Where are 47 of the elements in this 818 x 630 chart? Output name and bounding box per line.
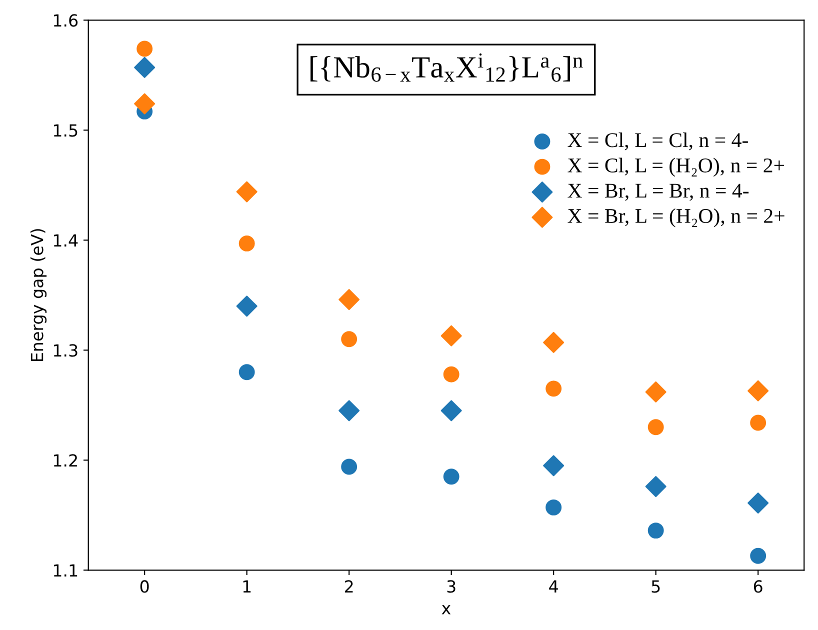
legend-label: X = Cl, L = (H₂O), n = 2+ bbox=[568, 158, 784, 177]
point bbox=[238, 364, 255, 380]
point bbox=[748, 492, 769, 514]
point bbox=[750, 414, 766, 431]
y-tick-label: 1.6 bbox=[54, 14, 78, 27]
y-tick-label: 1.2 bbox=[54, 454, 77, 466]
point bbox=[338, 289, 360, 310]
x-tick-label: 2 bbox=[345, 580, 353, 593]
legend-label: X = Br, L = Br, n = 4- bbox=[568, 184, 749, 201]
point bbox=[543, 332, 564, 353]
point bbox=[338, 400, 360, 422]
point bbox=[546, 380, 562, 397]
point bbox=[645, 381, 666, 402]
point bbox=[543, 455, 564, 476]
x-tick-label: 3 bbox=[447, 580, 456, 593]
x-tick-label: 5 bbox=[652, 580, 660, 593]
point bbox=[648, 419, 664, 436]
point bbox=[440, 400, 462, 422]
chart-title: [{Nb$_{6−x}$Ta$_{x}$X$^{i}$$_{12}$}L$^{a}$$_{6}$]$^{n}$ bbox=[310, 53, 583, 82]
point bbox=[136, 40, 153, 57]
x-tick-label: 4 bbox=[549, 580, 558, 593]
x-tick-label: 6 bbox=[754, 580, 762, 593]
y-tick-label: 1.1 bbox=[54, 564, 78, 576]
point bbox=[440, 325, 462, 346]
y-tick-label: 1.5 bbox=[54, 124, 78, 137]
point bbox=[648, 522, 664, 539]
point bbox=[750, 548, 766, 564]
point bbox=[748, 380, 769, 402]
point bbox=[236, 181, 258, 202]
point bbox=[341, 458, 358, 475]
point bbox=[443, 366, 460, 382]
point bbox=[443, 468, 460, 485]
y-tick-label: 1.4 bbox=[54, 234, 78, 246]
point bbox=[134, 56, 156, 78]
x-tick-label: 0 bbox=[140, 580, 149, 593]
point bbox=[341, 331, 358, 348]
legend-label: X = Br, L = (H₂O), n = 2+ bbox=[568, 208, 784, 228]
point bbox=[238, 235, 255, 252]
y-axis-title: Energy gap (eV) bbox=[30, 229, 47, 362]
point bbox=[134, 93, 156, 114]
point bbox=[645, 476, 666, 498]
legend-label: X = Cl, L = Cl, n = 4- bbox=[568, 132, 748, 150]
point bbox=[546, 499, 562, 516]
point bbox=[236, 296, 258, 317]
x-axis-title: x bbox=[442, 605, 451, 614]
y-tick-label: 1.3 bbox=[54, 344, 78, 357]
x-tick-label: 1 bbox=[243, 580, 251, 593]
